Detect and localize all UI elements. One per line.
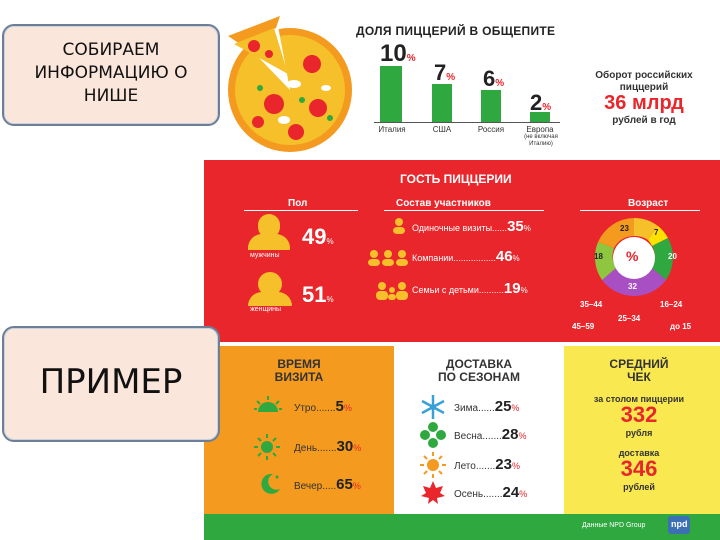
check-title: СРЕДНИЙ ЧЕК (609, 357, 669, 384)
age-range-under-15: до 15 (670, 322, 692, 331)
single-person-icon (392, 218, 406, 239)
visit-row-morning: Утро.......5% (294, 398, 352, 415)
delivery-panel: ДОСТАВКА ПО СЕЗОНАМ Зима......25% Весна..… (396, 346, 562, 514)
age-title: Возраст (628, 198, 669, 209)
info-callout-line-1: СОБИРАЕМ (62, 40, 160, 60)
age-range-16-24: 16–24 (660, 300, 683, 309)
bar-value-usa: 7% (434, 60, 456, 85)
age-donut-chart (584, 214, 684, 301)
bar-label-usa: США (432, 125, 452, 134)
europe-note-1: (не включая (524, 134, 558, 140)
check-table-label: за столом пиццерии (593, 394, 685, 404)
turnover-label-2: пиццерий (619, 82, 669, 93)
bar-label-russia: Россия (477, 125, 505, 134)
check-panel: СРЕДНИЙ ЧЕК за столом пиццерии 332 рубля … (564, 346, 720, 514)
npd-logo-text: npd (671, 519, 688, 529)
guest-title: ГОСТЬ ПИЦЦЕРИИ (400, 172, 512, 186)
bar-usa (432, 84, 452, 122)
bar-italy (380, 66, 402, 122)
bar-value-europe: 2% (530, 90, 552, 115)
delivery-row-autumn: Осень.......24% (454, 484, 528, 501)
snowflake-icon (420, 394, 446, 425)
bar-value-russia: 6% (483, 66, 505, 91)
info-callout-line-2: ИНФОРМАЦИЮ О (34, 63, 188, 83)
europe-note-2: Италию) (529, 141, 553, 147)
sun-icon (254, 434, 280, 465)
npd-logo (668, 516, 690, 534)
age-range-45-59: 45–59 (572, 322, 595, 331)
flower-icon (420, 422, 446, 453)
age-range-35-44: 35–44 (580, 300, 603, 309)
share-title: ДОЛЯ ПИЦЦЕРИЙ В ОБЩЕПИТЕ (356, 24, 556, 38)
composition-underline (384, 210, 544, 211)
age-range-25-34: 25–34 (618, 314, 641, 323)
composition-row-single: Одиночные визиты......35% (412, 218, 531, 235)
family-icon (376, 282, 408, 305)
women-label: женщины (250, 306, 282, 313)
bar-label-italy: Италия (378, 125, 406, 134)
bar-baseline (374, 122, 560, 123)
delivery-title: ДОСТАВКА ПО СЕЗОНАМ (438, 357, 520, 384)
turnover-label-1: Оборот российских (595, 70, 693, 81)
gender-title: Пол (288, 198, 308, 209)
check-delivery-label: доставка (618, 448, 660, 458)
example-callout: ПРИМЕР (2, 326, 220, 442)
age-slice-23: 23 (620, 224, 629, 233)
info-callout-line-3: НИШЕ (83, 86, 139, 106)
delivery-row-winter: Зима......25% (454, 398, 520, 415)
men-value: 49% (302, 224, 334, 249)
pizza-illustration (214, 14, 356, 156)
men-label: мужчины (250, 252, 280, 259)
composition-row-family: Семьи с детьми..........19% (412, 280, 528, 297)
group-icon (368, 250, 408, 271)
check-table-value: 332 (620, 402, 658, 427)
visit-row-evening: Вечер.....65% (294, 476, 361, 493)
visit-panel: ВРЕМЯ ВИЗИТА Утро.......5% День.......30%… (204, 346, 394, 514)
moon-icon (258, 472, 282, 501)
turnover-period: рублей в год (612, 115, 676, 126)
info-callout: СОБИРАЕМ ИНФОРМАЦИЮ О НИШЕ (2, 24, 220, 126)
sunrise-icon (254, 396, 282, 419)
composition-row-group: Компании.................46% (412, 248, 520, 265)
maple-leaf-icon (420, 480, 446, 511)
composition-title: Состав участников (396, 198, 491, 209)
bar-value-italy: 10% (380, 40, 416, 67)
check-delivery-value: 346 (620, 456, 658, 481)
check-table-unit: рубля (625, 428, 653, 438)
guest-panel: ГОСТЬ ПИЦЦЕРИИ Пол мужчины 49% женщины 5… (204, 160, 720, 342)
age-slice-18: 18 (594, 252, 603, 261)
age-slice-7: 7 (654, 228, 659, 237)
visit-title: ВРЕМЯ ВИЗИТА (274, 357, 324, 384)
women-value: 51% (302, 282, 334, 307)
bar-europe (530, 112, 550, 122)
bar-russia (481, 90, 501, 122)
age-slice-20: 20 (668, 252, 677, 261)
example-callout-text: ПРИМЕР (39, 362, 183, 402)
delivery-row-spring: Весна.......28% (454, 426, 527, 443)
turnover-value: 36 млрд (604, 92, 684, 114)
gender-underline (244, 210, 358, 211)
age-underline (580, 210, 700, 211)
check-delivery-unit: рублей (623, 482, 655, 492)
footer-source: Данные NPD Group (582, 522, 646, 529)
summer-sun-icon (420, 452, 446, 483)
visit-row-day: День.......30% (294, 438, 362, 455)
age-slice-32: 32 (628, 282, 637, 291)
age-center-label: % (626, 248, 639, 264)
delivery-row-summer: Лето.......23% (454, 456, 520, 473)
bar-label-europe: Европа (526, 125, 554, 134)
footer-bar (204, 514, 720, 540)
